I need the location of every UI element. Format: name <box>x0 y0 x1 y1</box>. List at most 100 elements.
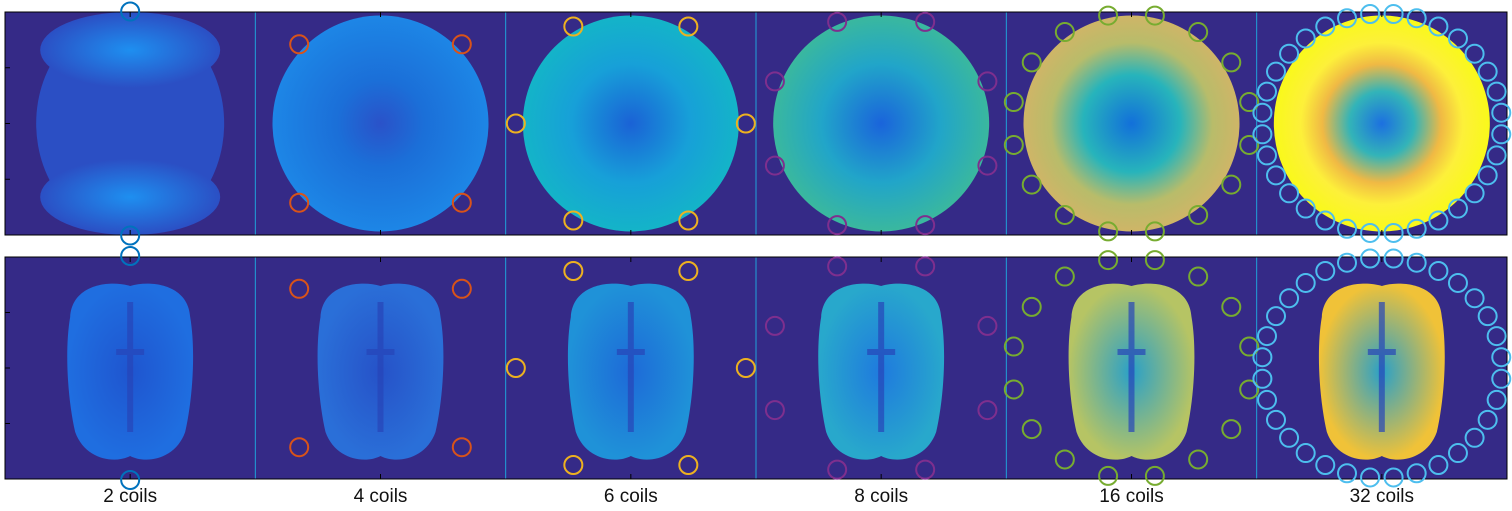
sensitivity-lobe <box>40 159 221 235</box>
coil-marker <box>1464 427 1485 448</box>
panel-label: 4 coils <box>353 486 408 507</box>
coil-marker <box>1003 379 1024 400</box>
coil-marker <box>1464 183 1485 204</box>
coil-marker <box>1098 5 1119 26</box>
coil-marker <box>289 437 310 458</box>
coil-marker <box>1188 449 1209 470</box>
coil-marker <box>1252 124 1273 145</box>
coil-marker <box>1252 368 1273 389</box>
coil-marker <box>1428 260 1449 281</box>
coil-marker <box>1054 449 1075 470</box>
coil-marker <box>915 459 936 480</box>
coil-marker <box>1383 467 1404 488</box>
panel-label: 2 coils <box>103 486 158 507</box>
brain-ventricle <box>366 302 395 432</box>
coil-marker <box>678 261 699 282</box>
coil-marker <box>1491 368 1512 389</box>
coil-marker <box>1447 198 1468 219</box>
coil-marker <box>1295 272 1316 293</box>
coil-marker <box>1239 92 1260 113</box>
coil-marker <box>1447 272 1468 293</box>
coil-marker <box>1239 134 1260 155</box>
coil-marker <box>1144 5 1165 26</box>
coil-marker <box>1336 463 1357 484</box>
coil-marker <box>1221 174 1242 195</box>
coil-marker <box>1188 22 1209 43</box>
coil-marker <box>735 358 756 378</box>
coil-marker <box>1447 443 1468 464</box>
coil-marker <box>1098 221 1119 242</box>
panel-2-brain-image <box>317 257 444 479</box>
coil-marker <box>1336 8 1357 29</box>
row-border <box>4 256 1508 480</box>
coil-marker <box>1406 218 1427 239</box>
coil-marker <box>1021 52 1042 73</box>
coil-marker <box>120 470 141 490</box>
coil-marker <box>678 454 699 475</box>
coil-marker <box>1360 248 1381 269</box>
panel-6-brain-image <box>1318 257 1445 479</box>
coil-marker <box>1360 4 1381 25</box>
coil-marker <box>1257 81 1278 102</box>
row-border <box>4 11 1508 236</box>
coil-marker <box>1144 465 1165 486</box>
coil-markers <box>764 11 998 236</box>
panel-1-brain-image <box>67 257 194 479</box>
coil-marker <box>1279 43 1300 64</box>
coil-marker <box>505 358 526 378</box>
coil-marker <box>1383 222 1404 243</box>
coil-marker <box>827 256 848 277</box>
coil-marker <box>563 261 584 282</box>
coil-marker <box>678 16 699 37</box>
coil-marker <box>563 210 584 231</box>
coil-marker <box>1188 204 1209 225</box>
coil-marker <box>1336 218 1357 239</box>
panel-3-brain-image <box>567 257 694 479</box>
brain-ventricle <box>1367 302 1396 432</box>
coil-marker <box>1486 81 1507 102</box>
sensitivity-sum-map-row <box>4 11 1508 236</box>
coil-marker <box>1054 266 1075 287</box>
sensitivity-lobe <box>40 12 221 88</box>
coil-marker <box>451 278 472 299</box>
coil-marker <box>563 16 584 37</box>
coil-marker <box>1266 61 1287 82</box>
panel-4-brain-image <box>818 257 945 479</box>
coil-markers <box>289 278 472 458</box>
coil-marker <box>451 34 472 55</box>
coil-marker <box>977 315 998 336</box>
panel-label: 6 coils <box>603 486 658 507</box>
coil-marker <box>1003 336 1024 357</box>
coil-marker <box>1477 165 1498 186</box>
coil-marker <box>735 113 756 134</box>
coil-marker <box>915 215 936 236</box>
coil-marker <box>827 459 848 480</box>
coil-marker <box>1383 4 1404 25</box>
coil-marker <box>1144 250 1165 271</box>
coil-marker <box>1144 221 1165 242</box>
coil-marker <box>1188 266 1209 287</box>
coil-markers <box>120 246 141 490</box>
coil-markers <box>1003 5 1260 242</box>
coil-markers <box>764 256 998 480</box>
coil-marker <box>1003 134 1024 155</box>
coil-marker <box>120 1 141 22</box>
panel-2-sensitivity-sum-map <box>272 12 489 235</box>
coil-marker <box>1360 222 1381 243</box>
coil-marker <box>1428 210 1449 231</box>
coil-markers <box>505 16 756 231</box>
coil-marker <box>1021 174 1042 195</box>
coil-marker <box>764 71 785 92</box>
coil-marker <box>827 215 848 236</box>
panel-4-sensitivity-sum-map <box>773 12 990 235</box>
coil-marker <box>1315 260 1336 281</box>
coil-marker <box>1406 463 1427 484</box>
coil-marker <box>1221 52 1242 73</box>
coil-marker <box>1486 389 1507 410</box>
coil-marker <box>827 11 848 32</box>
coil-marker <box>1257 326 1278 347</box>
coil-marker <box>120 246 141 266</box>
coil-marker <box>1477 409 1498 430</box>
brain-ventricle <box>116 302 145 432</box>
